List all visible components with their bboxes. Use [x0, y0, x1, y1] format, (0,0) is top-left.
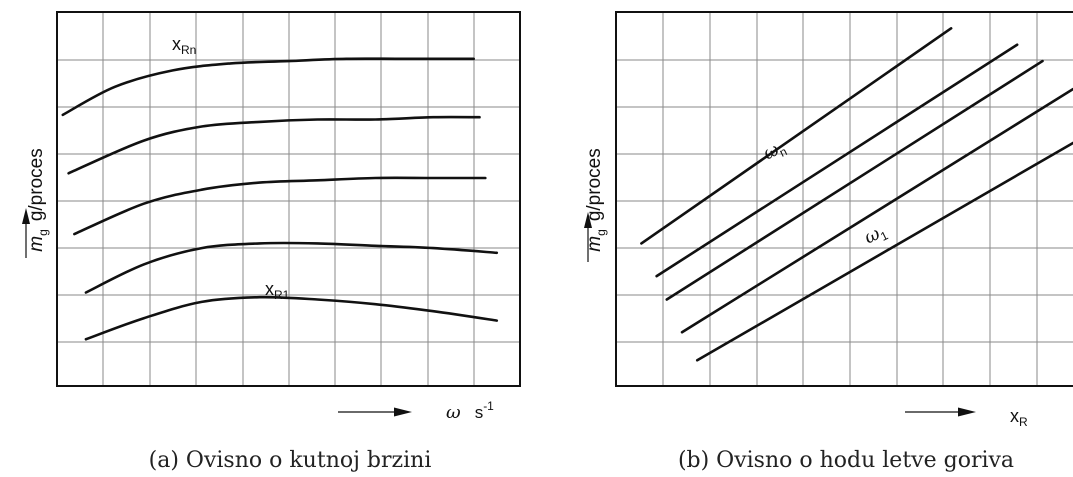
svg-text:mgg/proces: mg g/proces: [584, 148, 608, 251]
panel-a-series-line-4: [67, 115, 481, 175]
panel-b-y-arrow: [584, 212, 592, 262]
panel-a-label-xrn: xRn: [172, 34, 196, 57]
panel-b-series-line-3: [665, 59, 1044, 301]
panel-b-curves: [640, 27, 1073, 362]
panel-a-caption: (a) Ovisno o kutnoj brzini: [149, 448, 432, 473]
panel-a-series-line-2: [84, 241, 499, 294]
panel-a-series-line-3: [73, 176, 487, 236]
panel-b-series-line-1: [640, 27, 953, 245]
panel-b-series-line-4: [680, 87, 1073, 334]
panel-b-chart: mg g/proces xR ωn ω1 (b) Ovisno o hodu le…: [584, 11, 1073, 473]
panel-b-grid: [616, 12, 1073, 386]
panel-a-frame: [56, 11, 521, 387]
panel-b-xlabel-symbol: x: [1010, 406, 1019, 426]
panel-a-label-xr1: xR1: [265, 279, 290, 302]
panel-b-ylabel-sub: g: [594, 229, 608, 236]
panel-a-x-arrow: [338, 407, 412, 417]
panel-a-xlabel: ω s-1: [446, 399, 494, 423]
panel-a-xlabel-sup: -1: [483, 399, 494, 413]
panel-a-xlabel-symbol: ω: [446, 402, 461, 423]
panel-b-ylabel-symbol: m: [584, 236, 605, 252]
panel-b-frame: [615, 11, 1073, 387]
panel-b-ylabel: mg g/proces: [584, 148, 608, 251]
panel-b-x-arrow: [905, 407, 976, 417]
panel-a-xlabel-unit: s: [475, 403, 484, 422]
panel-b-label-omega-1: ω1: [861, 220, 891, 250]
panel-b-ylabel-unit: g/proces: [584, 148, 605, 221]
panel-b-series-line-5: [695, 141, 1073, 362]
panel-b-xlabel-sub: R: [1019, 415, 1028, 429]
panel-a-chart: mg g/proces ω s-1 xRn xR1 (a) Ovisno o kut…: [22, 11, 521, 473]
panel-a-series-line-5: [61, 57, 475, 117]
panel-a-curves: [61, 57, 499, 341]
panel-a-y-arrow: [22, 208, 30, 258]
panel-a-ylabel: mg g/proces: [26, 148, 50, 251]
panel-a-ylabel-symbol: m: [26, 236, 47, 252]
panel-b-caption: (b) Ovisno o hodu letve goriva: [678, 448, 1014, 473]
panel-b-series-line-2: [655, 43, 1019, 278]
panel-b-xlabel: xR: [1010, 406, 1028, 429]
panel-a-ylabel-unit: g/proces: [26, 148, 47, 221]
panel-a-series-line-1: [84, 295, 499, 341]
panel-b-label-omega-n: ωn: [760, 136, 789, 166]
panel-a-grid: [57, 12, 520, 386]
panel-a-ylabel-sub: g: [36, 229, 50, 236]
svg-text:mgg/proces: mg g/proces: [26, 148, 50, 251]
